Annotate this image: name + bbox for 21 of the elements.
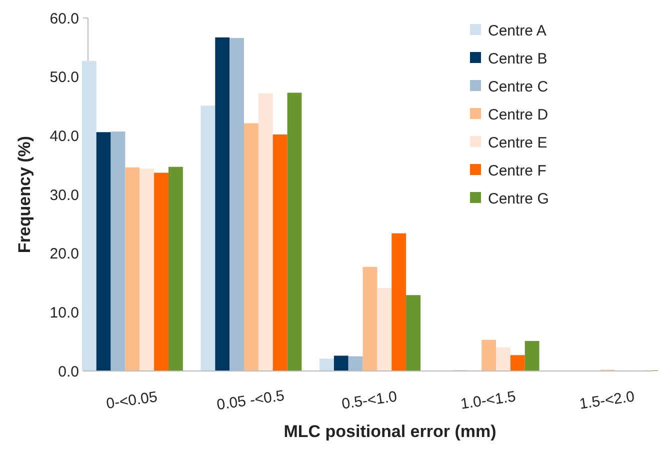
- x-tick-label: 0.5-<1.0: [340, 388, 398, 413]
- x-tick-label: 0.05 -<0.5: [216, 387, 286, 414]
- y-tick-label: 40.0: [50, 128, 79, 145]
- y-tick-label: 60.0: [50, 10, 79, 28]
- y-axis-title: Frequency (%): [15, 136, 34, 254]
- y-tick-label: 30.0: [50, 186, 79, 204]
- legend-label: Centre F: [488, 162, 546, 180]
- legend-label: Centre G: [488, 190, 549, 208]
- legend-label: Centre B: [488, 50, 548, 68]
- legend-label: Centre E: [488, 134, 548, 152]
- legend-label: Centre D: [488, 106, 548, 124]
- y-tick-label: 0.0: [58, 363, 79, 380]
- y-tick-label: 50.0: [50, 69, 79, 86]
- x-axis-title: MLC positional error (mm): [284, 422, 496, 441]
- legend-label: Centre C: [488, 78, 548, 96]
- x-tick-label: 1.5-<2.0: [578, 388, 636, 413]
- y-tick-label: 10.0: [50, 304, 79, 322]
- x-tick-label: 1.0-<1.5: [460, 388, 517, 413]
- x-tick-label: 0-<0.05: [105, 388, 158, 413]
- y-tick-label: 20.0: [50, 246, 79, 263]
- legend-label: Centre A: [488, 22, 546, 40]
